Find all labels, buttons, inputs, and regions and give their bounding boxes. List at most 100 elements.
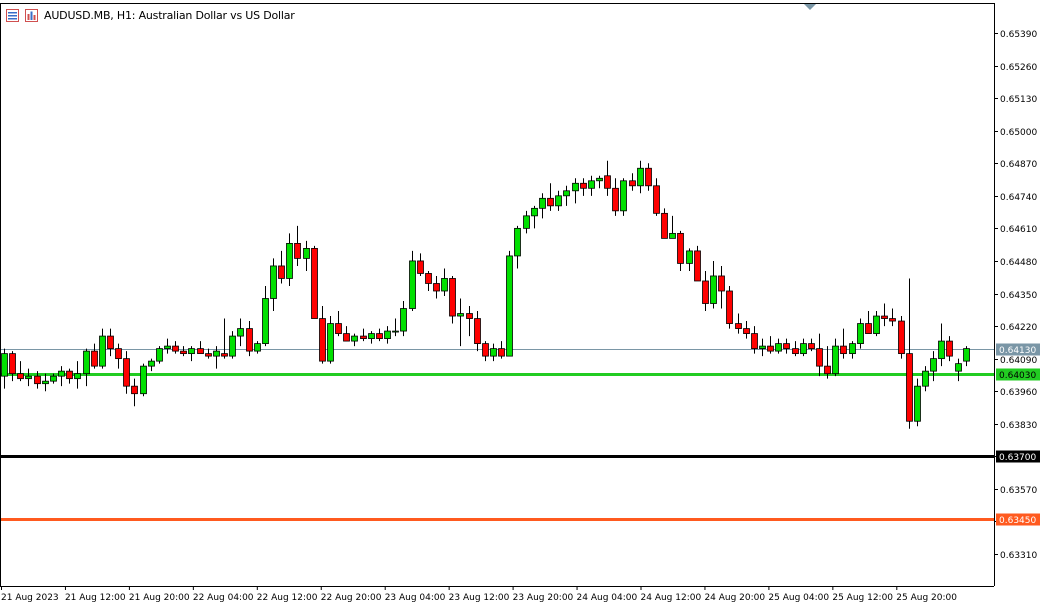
- candle-bull: [531, 207, 538, 217]
- price-tick-label: 0.65000: [1000, 128, 1037, 138]
- candle-bull: [229, 335, 236, 357]
- candle-bear: [792, 348, 799, 355]
- time-tick-label: 25 Aug 04:00: [768, 593, 829, 603]
- candle-bear: [425, 273, 432, 284]
- candle-bear: [653, 185, 660, 214]
- list-icon[interactable]: [6, 8, 19, 22]
- candle-bull: [506, 255, 513, 357]
- price-level-label-bid: 0.64130: [999, 346, 1036, 356]
- candle-bull: [922, 370, 929, 387]
- price-tick-label: 0.65260: [1000, 63, 1037, 73]
- time-tick-label: 23 Aug 12:00: [449, 593, 510, 603]
- candle-bull: [955, 363, 962, 372]
- candle-bull: [555, 195, 562, 207]
- time-tick-label: 24 Aug 20:00: [704, 593, 765, 603]
- candle-bear: [783, 343, 790, 350]
- price-level-tag-black: [996, 450, 1040, 463]
- candle-bull: [759, 345, 766, 350]
- candle-bear: [735, 323, 742, 329]
- time-tick-label: 24 Aug 04:00: [577, 593, 638, 603]
- time-tick-label: 22 Aug 12:00: [257, 593, 318, 603]
- candle-bear: [115, 348, 122, 360]
- price-tick-label: 0.64350: [1000, 291, 1037, 301]
- candle-bear: [107, 335, 114, 350]
- candle-bear: [906, 353, 913, 422]
- candle-bear: [294, 243, 301, 259]
- candle-bear: [816, 348, 823, 367]
- candle-bear: [417, 260, 424, 274]
- candle-bull: [368, 333, 375, 339]
- candle-bull: [710, 275, 717, 304]
- price-tick-label: 0.64610: [1000, 225, 1037, 235]
- candle-bull: [441, 278, 448, 292]
- chart-shift-marker[interactable]: [804, 4, 816, 10]
- candle-bear: [482, 343, 489, 357]
- time-tick-label: 21 Aug 12:00: [65, 593, 126, 603]
- candle-bear: [91, 350, 98, 367]
- time-tick-label: 25 Aug 12:00: [832, 593, 893, 603]
- candle-bull: [620, 180, 627, 212]
- candle-bear: [66, 370, 73, 380]
- candle-bull: [351, 335, 358, 342]
- price-tick-label: 0.63570: [1000, 486, 1037, 496]
- candle-bear: [474, 318, 481, 344]
- price-tick-label: 0.64740: [1000, 193, 1037, 203]
- price-level-tag-bid: [996, 343, 1040, 356]
- chart-symbol: AUDUSD.MB, H1:: [44, 8, 136, 22]
- candle-bull: [188, 348, 195, 355]
- price-tick-label: 0.63960: [1000, 388, 1037, 398]
- candle-bear: [661, 212, 668, 239]
- candle-bull: [539, 197, 546, 209]
- candle-bear: [335, 323, 342, 334]
- candle-bear: [743, 328, 750, 334]
- price-levels: [0, 349, 994, 521]
- candle-bear: [898, 320, 905, 355]
- candle-bear: [180, 350, 187, 355]
- time-tick-label: 21 Aug 2023: [1, 593, 59, 603]
- candle-bear: [824, 365, 831, 375]
- candle-bull: [99, 335, 106, 367]
- candle-bear: [34, 375, 41, 385]
- candle-bull: [596, 177, 603, 182]
- candle-bull: [637, 167, 644, 187]
- candle-bull: [213, 350, 220, 357]
- candle-bull: [254, 343, 261, 352]
- candle-bear: [604, 175, 611, 189]
- candle-bear: [197, 348, 204, 355]
- candle-bull: [270, 265, 277, 299]
- candle-bull: [384, 330, 391, 339]
- price-level-label-black: 0.63700: [999, 453, 1036, 463]
- candle-bear: [751, 333, 758, 350]
- candle-bear: [498, 348, 505, 357]
- candle-bull: [938, 340, 945, 360]
- candle-bear: [889, 318, 896, 322]
- candle-bull: [930, 358, 937, 372]
- time-tick-label: 24 Aug 12:00: [641, 593, 702, 603]
- level-tags: 0.64130 0.64030 0.63700 0.63450: [996, 343, 1040, 526]
- candle-bear: [580, 182, 587, 189]
- candle-bear: [9, 353, 16, 375]
- time-tick-label: 23 Aug 20:00: [513, 593, 574, 603]
- bar-chart-icon[interactable]: [25, 8, 38, 22]
- time-tick-label: 21 Aug 20:00: [129, 593, 190, 603]
- candle-bear: [376, 333, 383, 339]
- price-level-tag-green: [996, 368, 1040, 381]
- chart-header: AUDUSD.MB, H1: Australian Dollar vs US D…: [6, 6, 295, 24]
- price-tick-label: 0.64220: [1000, 323, 1037, 333]
- candle-bull: [286, 243, 293, 279]
- candle-bear: [881, 315, 888, 319]
- candle-bull: [669, 232, 676, 239]
- candle-bull: [148, 360, 155, 367]
- candle-bull: [409, 260, 416, 309]
- candle-bull: [572, 182, 579, 192]
- time-tick-label: 23 Aug 04:00: [385, 593, 446, 603]
- candle-bear: [17, 373, 24, 380]
- candle-bull: [563, 190, 570, 197]
- price-tick-label: 0.65390: [1000, 30, 1037, 40]
- candle-bear: [466, 313, 473, 319]
- candle-bear: [311, 248, 318, 319]
- candle-bull: [83, 350, 90, 375]
- candle-bear: [612, 187, 619, 212]
